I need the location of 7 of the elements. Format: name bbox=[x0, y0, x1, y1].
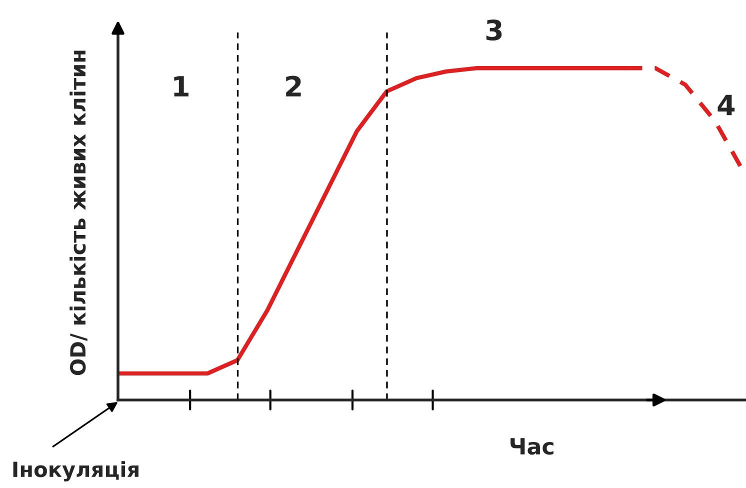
annotation: 1 bbox=[174, 76, 188, 96]
text: 3 bbox=[486, 20, 502, 41]
annotation: 2 bbox=[286, 76, 301, 96]
y-axis-title: OD/ кількість живих клітин bbox=[70, 50, 88, 376]
x-axis-title: Час bbox=[510, 438, 554, 455]
annotation: 4 bbox=[718, 94, 735, 116]
text: Інокуляція bbox=[13, 461, 138, 482]
